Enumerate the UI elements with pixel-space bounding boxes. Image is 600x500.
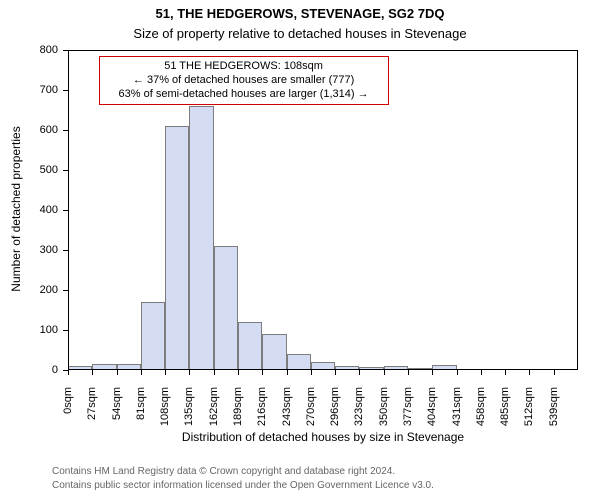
annotation-box: 51 THE HEDGEROWS: 108sqm ← 37% of detach…	[99, 56, 389, 105]
chart-title-2: Size of property relative to detached ho…	[0, 26, 600, 41]
xtick-mark	[554, 370, 555, 375]
xtick-mark	[311, 370, 312, 375]
xtick-mark	[189, 370, 190, 375]
ytick-mark	[63, 130, 68, 131]
x-axis-label: Distribution of detached houses by size …	[68, 430, 578, 444]
chart-container: 51, THE HEDGEROWS, STEVENAGE, SG2 7DQ Si…	[0, 0, 600, 500]
ytick-mark	[63, 250, 68, 251]
plot-area: 51 THE HEDGEROWS: 108sqm ← 37% of detach…	[68, 50, 578, 370]
xtick-mark	[335, 370, 336, 375]
chart-title-1: 51, THE HEDGEROWS, STEVENAGE, SG2 7DQ	[0, 6, 600, 21]
ytick-mark	[63, 170, 68, 171]
ytick-mark	[63, 50, 68, 51]
xtick-mark	[214, 370, 215, 375]
ytick-label: 100	[0, 324, 58, 336]
xtick-mark	[117, 370, 118, 375]
xtick-mark	[505, 370, 506, 375]
xtick-mark	[457, 370, 458, 375]
xtick-mark	[238, 370, 239, 375]
xtick-mark	[529, 370, 530, 375]
xtick-mark	[481, 370, 482, 375]
ytick-mark	[63, 90, 68, 91]
ytick-mark	[63, 210, 68, 211]
xtick-mark	[141, 370, 142, 375]
xtick-mark	[262, 370, 263, 375]
ytick-mark	[63, 290, 68, 291]
footer-line-1: Contains HM Land Registry data © Crown c…	[52, 466, 395, 477]
annotation-line-1: 51 THE HEDGEROWS: 108sqm	[106, 60, 382, 74]
xtick-mark	[408, 370, 409, 375]
xtick-mark	[432, 370, 433, 375]
xtick-mark	[287, 370, 288, 375]
annotation-line-3: 63% of semi-detached houses are larger (…	[106, 88, 382, 102]
xtick-mark	[92, 370, 93, 375]
ytick-mark	[63, 330, 68, 331]
footer-line-2: Contains public sector information licen…	[52, 480, 434, 491]
ytick-label: 800	[0, 44, 58, 56]
xtick-mark	[359, 370, 360, 375]
xtick-mark	[384, 370, 385, 375]
annotation-line-2: ← 37% of detached houses are smaller (77…	[106, 74, 382, 88]
ytick-label: 700	[0, 84, 58, 96]
y-axis-label: Number of detached properties	[9, 99, 23, 319]
xtick-mark	[165, 370, 166, 375]
ytick-label: 0	[0, 364, 58, 376]
xtick-mark	[68, 370, 69, 375]
